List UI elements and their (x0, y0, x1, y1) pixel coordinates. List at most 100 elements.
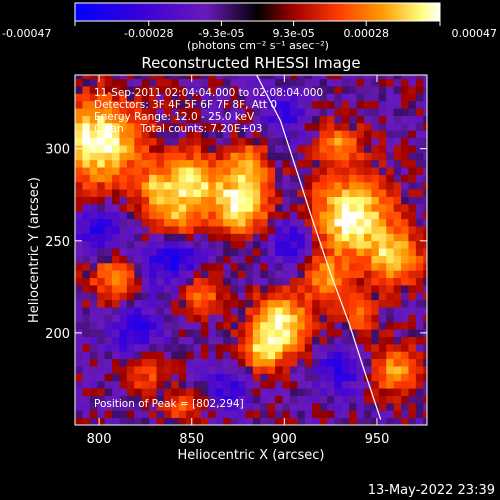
heatmap-cell (230, 285, 239, 293)
heatmap-cell (186, 343, 194, 352)
heatmap-cell (289, 137, 298, 146)
heatmap-cell (304, 137, 313, 146)
heatmap-cell (326, 314, 335, 323)
heatmap-cell (97, 181, 106, 190)
heatmap-cell (401, 351, 409, 360)
heatmap-cell (186, 115, 194, 124)
heatmap-cell (75, 314, 83, 323)
heatmap-cell (423, 262, 427, 271)
heatmap-cell (104, 226, 113, 234)
heatmap-cell (275, 402, 283, 411)
heatmap-cell (215, 174, 224, 183)
heatmap-cell (371, 255, 380, 264)
heatmap-cell (341, 358, 350, 367)
heatmap-cell (149, 292, 157, 301)
heatmap-cell (297, 366, 306, 374)
heatmap-cell (163, 115, 172, 124)
heatmap-cell (312, 100, 320, 109)
heatmap-cell (149, 226, 157, 234)
heatmap-cell (289, 108, 298, 116)
heatmap-cell (238, 262, 246, 271)
heatmap-cell (356, 78, 365, 87)
heatmap-cell (341, 366, 350, 374)
heatmap-cell (319, 137, 328, 146)
heatmap-cell (82, 343, 91, 352)
heatmap-cell (245, 417, 254, 425)
heatmap-cell (119, 86, 128, 94)
heatmap-cell (275, 174, 283, 183)
heatmap-cell (178, 417, 187, 425)
heatmap-cell (334, 240, 343, 249)
heatmap-cell (386, 115, 395, 124)
heatmap-cell (171, 226, 180, 234)
heatmap-cell (297, 417, 306, 425)
heatmap-cell (89, 402, 98, 411)
heatmap-cell (423, 93, 427, 102)
heatmap-cell (423, 226, 427, 234)
heatmap-cell (312, 417, 320, 425)
heatmap-cell (386, 181, 395, 190)
heatmap-cell (252, 78, 261, 87)
heatmap-cell (238, 196, 246, 205)
heatmap-cell (371, 343, 380, 352)
heatmap-cell (104, 137, 113, 146)
heatmap-cell (141, 78, 150, 87)
heatmap-cell (408, 115, 417, 124)
heatmap-cell (223, 211, 232, 220)
heatmap-cell (156, 373, 165, 382)
heatmap-cell (208, 292, 217, 301)
heatmap-cell (415, 152, 424, 161)
heatmap-cell (371, 314, 380, 323)
heatmap-cell (275, 93, 283, 102)
heatmap-cell (163, 388, 172, 396)
heatmap-cell (89, 86, 98, 94)
heatmap-cell (334, 373, 343, 382)
heatmap-cell (134, 351, 143, 360)
heatmap-cell (275, 299, 283, 308)
heatmap-cell (349, 226, 357, 234)
heatmap-cell (297, 329, 306, 337)
heatmap-cell (364, 395, 372, 404)
heatmap-cell (415, 277, 424, 286)
heatmap-cell (356, 255, 365, 264)
heatmap-cell (341, 174, 350, 183)
heatmap-cell (341, 108, 350, 116)
colorbar-tick-label: 9.3e-05 (272, 27, 314, 40)
heatmap-cell (312, 307, 320, 315)
heatmap-cell (178, 174, 187, 183)
heatmap-cell (378, 299, 387, 308)
heatmap-cell (349, 93, 357, 102)
heatmap-cell (97, 226, 106, 234)
heatmap-cell (260, 402, 269, 411)
heatmap-cell (97, 292, 106, 301)
heatmap-cell (245, 410, 254, 419)
heatmap-cell (341, 189, 350, 197)
heatmap-cell (82, 262, 91, 271)
heatmap-cell (341, 226, 350, 234)
heatmap-cell (356, 152, 365, 161)
heatmap-cell (186, 329, 194, 337)
heatmap-cell (149, 115, 157, 124)
heatmap-cell (156, 218, 165, 227)
heatmap-cell (319, 299, 328, 308)
heatmap-cell (349, 299, 357, 308)
heatmap-cell (401, 130, 409, 139)
heatmap-cell (297, 248, 306, 256)
heatmap-cell (215, 93, 224, 102)
heatmap-cell (223, 351, 232, 360)
heatmap-cell (312, 115, 320, 124)
heatmap-cell (156, 314, 165, 323)
heatmap-cell (230, 417, 239, 425)
heatmap-cell (386, 167, 395, 175)
heatmap-cell (89, 336, 98, 345)
heatmap-cell (126, 285, 135, 293)
heatmap-cell (97, 75, 106, 80)
heatmap-cell (289, 307, 298, 315)
heatmap-cell (245, 145, 254, 153)
heatmap-cell (386, 262, 395, 271)
heatmap-cell (126, 145, 135, 153)
heatmap-cell (312, 336, 320, 345)
heatmap-cell (393, 240, 402, 249)
heatmap-cell (97, 233, 106, 242)
heatmap-cell (238, 307, 246, 315)
